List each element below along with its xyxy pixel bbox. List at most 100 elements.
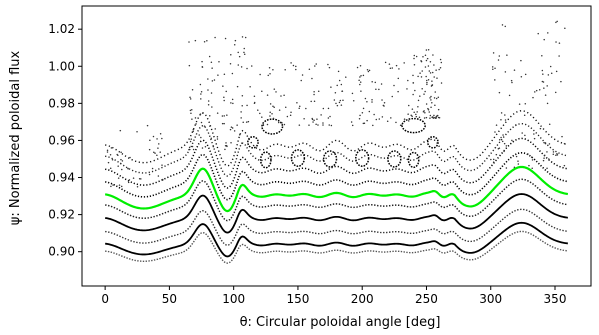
chaotic-point (495, 153, 498, 156)
chaotic-point (317, 90, 320, 92)
chaotic-point (221, 122, 224, 125)
chaotic-point (398, 68, 400, 70)
chaotic-point (360, 90, 362, 92)
chaotic-point (531, 159, 534, 161)
chaotic-point (543, 87, 545, 89)
chaotic-point (194, 117, 197, 119)
chaotic-point (152, 135, 155, 138)
chaotic-point (336, 84, 338, 87)
chaotic-point (230, 102, 232, 104)
chaotic-point (158, 143, 160, 145)
chaotic-point (189, 98, 192, 100)
chaotic-point (247, 120, 250, 123)
chaotic-point (234, 39, 237, 42)
chaotic-point (266, 123, 269, 126)
chaotic-point (295, 65, 297, 68)
chaotic-point (434, 104, 436, 107)
chaotic-point (395, 121, 397, 124)
chaotic-point (222, 85, 224, 87)
data-layer (104, 20, 569, 264)
chaotic-point (500, 112, 503, 114)
chaotic-point (253, 95, 256, 97)
chaotic-point (534, 91, 536, 93)
chaotic-point (360, 74, 362, 77)
chaotic-point (198, 134, 200, 136)
chaotic-point (200, 93, 202, 95)
chaotic-point (386, 120, 389, 123)
chaotic-point (223, 122, 225, 125)
chaotic-point (121, 168, 123, 171)
chaotic-point (511, 139, 513, 142)
chaotic-point (382, 104, 385, 107)
chaotic-point (439, 67, 442, 69)
chaotic-point (119, 162, 122, 165)
chaotic-point (420, 76, 423, 78)
chaotic-point (427, 79, 430, 81)
chaotic-point (501, 24, 504, 26)
chaotic-point (237, 64, 240, 66)
chaotic-point (121, 160, 124, 162)
chaotic-point (203, 125, 206, 127)
chaotic-point (106, 151, 109, 153)
chaotic-point (429, 114, 432, 117)
chaotic-point (322, 122, 324, 124)
chaotic-point (277, 121, 280, 124)
chaotic-point (110, 185, 112, 188)
chaotic-point (271, 112, 273, 115)
chaotic-point (494, 79, 496, 81)
chaotic-point (300, 79, 302, 82)
chaotic-point (240, 66, 243, 68)
chaotic-point (236, 124, 238, 126)
chaotic-point (286, 115, 289, 118)
chaotic-point (506, 54, 508, 56)
chaotic-point (246, 67, 248, 70)
x-tick-label: 100 (222, 292, 245, 306)
chaotic-point (209, 114, 211, 117)
chaotic-point (495, 124, 498, 126)
chaotic-point (316, 118, 318, 120)
chaotic-point (216, 138, 219, 140)
chaotic-point (189, 96, 191, 99)
chaotic-point (532, 96, 534, 99)
chaotic-point (295, 68, 297, 71)
chaotic-point (191, 89, 194, 91)
chaotic-point (561, 135, 563, 138)
chaotic-point (156, 138, 158, 140)
magnetic-island-5 (387, 150, 402, 168)
chaotic-point (431, 71, 434, 74)
chaotic-point (556, 152, 558, 155)
chaotic-point (285, 106, 287, 109)
chaotic-point (195, 123, 197, 125)
chaotic-point (214, 36, 216, 39)
chaotic-point (543, 154, 546, 157)
chaotic-point (426, 79, 428, 82)
chaotic-point (424, 90, 426, 93)
chaotic-point (371, 81, 373, 83)
chaotic-point (359, 81, 362, 83)
chaotic-point (273, 106, 275, 108)
chaotic-point (203, 41, 206, 43)
chaotic-point (425, 59, 428, 62)
x-tick-label: 350 (544, 292, 567, 306)
chaotic-point (504, 119, 507, 121)
chaotic-point (500, 118, 502, 121)
chaotic-point (350, 121, 353, 123)
chaotic-point (359, 76, 361, 78)
chaotic-point (352, 100, 355, 102)
chaotic-point (430, 95, 432, 98)
flux-surface-7 (105, 151, 569, 201)
chaotic-point (272, 117, 275, 120)
x-tick-label: 50 (162, 292, 177, 306)
chaotic-point (524, 134, 526, 137)
chaotic-point (127, 167, 129, 170)
magnetic-island-7 (261, 118, 284, 135)
chaotic-point (494, 67, 496, 70)
chaotic-point (418, 116, 421, 119)
chaotic-point (259, 112, 261, 115)
chaotic-point (201, 147, 204, 149)
chaotic-point (272, 68, 274, 71)
chaotic-point (207, 89, 209, 91)
chaotic-point (378, 88, 380, 91)
chaotic-point (192, 130, 194, 133)
chaotic-point (428, 111, 430, 113)
